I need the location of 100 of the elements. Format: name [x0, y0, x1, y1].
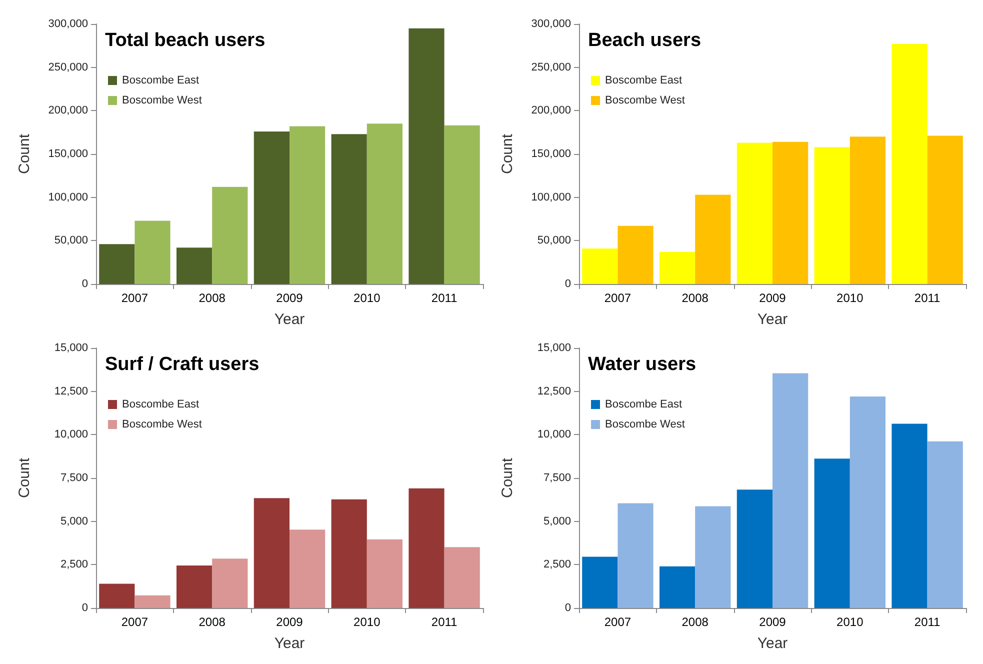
y-tick-label: 100,000	[531, 191, 571, 204]
y-tick-label: 300,000	[531, 18, 571, 30]
x-tick-label: 2007	[121, 615, 148, 629]
x-tick-label: 2009	[276, 291, 304, 305]
x-tick-label: 2007	[604, 615, 632, 629]
bar	[444, 125, 480, 284]
x-tick-label: 2010	[354, 291, 381, 305]
y-tick-label: 7,500	[60, 472, 88, 484]
y-tick-label: 0	[564, 278, 571, 290]
x-tick-label: 2011	[914, 615, 941, 629]
bar	[290, 126, 326, 284]
y-axis-title: Count	[16, 133, 33, 174]
bar	[618, 503, 654, 608]
y-tick-label: 12,500	[537, 385, 571, 398]
legend-label: Boscombe West	[122, 94, 202, 106]
y-tick-label: 200,000	[48, 104, 88, 117]
legend-label: Boscombe East	[605, 398, 682, 410]
y-tick-label: 10,000	[54, 428, 88, 441]
bar	[582, 556, 618, 608]
bar	[892, 44, 928, 284]
y-tick-label: 2,500	[60, 558, 88, 571]
legend-label: Boscombe East	[605, 74, 682, 86]
x-tick-label: 2007	[121, 291, 148, 305]
y-tick-label: 300,000	[48, 18, 88, 30]
bar	[408, 28, 444, 284]
bar	[927, 136, 963, 284]
legend-label: Boscombe East	[122, 398, 200, 410]
bar	[582, 248, 618, 284]
y-tick-label: 150,000	[531, 148, 571, 160]
y-tick-label: 200,000	[531, 104, 571, 117]
bar	[772, 142, 808, 284]
bar	[618, 226, 654, 284]
bar	[254, 498, 290, 608]
bar	[892, 424, 928, 608]
x-tick-label: 2008	[198, 615, 226, 629]
x-tick-label: 2010	[836, 291, 864, 305]
y-axis-title: Count	[499, 133, 516, 174]
y-tick-label: 50,000	[54, 234, 88, 247]
bar	[814, 147, 850, 284]
chart-title: Total beach users	[105, 30, 266, 51]
bar	[927, 441, 963, 608]
y-tick-label: 150,000	[48, 148, 88, 160]
bar	[408, 488, 444, 608]
bar	[99, 584, 135, 608]
x-tick-label: 2008	[682, 615, 709, 629]
y-tick-label: 0	[564, 602, 571, 614]
y-tick-label: 250,000	[48, 61, 88, 74]
y-tick-label: 0	[82, 278, 88, 290]
bar	[366, 124, 403, 284]
y-tick-label: 50,000	[537, 234, 571, 247]
bar	[366, 539, 403, 608]
y-tick-label: 15,000	[537, 342, 571, 354]
x-axis-title: Year	[274, 311, 305, 328]
x-tick-label: 2009	[759, 291, 786, 305]
x-axis-title: Year	[757, 311, 788, 328]
x-tick-label: 2008	[682, 291, 709, 305]
chart-title: Surf / Craft users	[105, 354, 260, 375]
bar	[850, 136, 886, 284]
x-tick-label: 2011	[431, 291, 458, 305]
x-tick-label: 2011	[431, 615, 458, 629]
bar	[659, 566, 696, 608]
bar	[736, 490, 772, 608]
x-tick-label: 2009	[276, 615, 304, 629]
chart-title: Beach users	[588, 30, 702, 51]
bar	[814, 458, 850, 608]
x-tick-label: 2009	[759, 615, 786, 629]
x-tick-label: 2007	[604, 291, 632, 305]
legend-label: Boscombe East	[122, 74, 200, 86]
bar	[772, 373, 808, 608]
y-tick-label: 5,000	[60, 515, 88, 528]
bar	[176, 248, 212, 284]
y-tick-label: 0	[82, 602, 88, 614]
x-tick-label: 2010	[354, 615, 381, 629]
bar	[659, 252, 696, 284]
legend-label: Boscombe West	[122, 418, 202, 430]
y-tick-label: 15,000	[54, 342, 88, 354]
y-tick-label: 12,500	[54, 385, 88, 398]
bar	[212, 558, 248, 608]
y-tick-label: 5,000	[543, 515, 571, 528]
bar	[331, 499, 367, 608]
bar	[850, 396, 886, 608]
x-axis-title: Year	[757, 635, 788, 652]
legend-label: Boscombe West	[605, 94, 685, 106]
bar	[99, 244, 135, 284]
bar	[134, 595, 170, 608]
y-tick-label: 100,000	[48, 191, 88, 204]
bar	[290, 530, 326, 608]
legend-label: Boscombe West	[605, 418, 685, 430]
y-tick-label: 10,000	[537, 428, 571, 441]
y-tick-label: 2,500	[543, 558, 571, 571]
bar	[444, 547, 480, 608]
y-tick-label: 250,000	[531, 61, 571, 74]
x-axis-title: Year	[274, 635, 305, 652]
bar	[695, 506, 731, 608]
bar	[254, 131, 290, 284]
x-tick-label: 2008	[198, 291, 226, 305]
bar	[212, 186, 248, 284]
bar	[176, 566, 212, 608]
chart-title: Water users	[588, 354, 696, 375]
x-tick-label: 2011	[914, 291, 941, 305]
